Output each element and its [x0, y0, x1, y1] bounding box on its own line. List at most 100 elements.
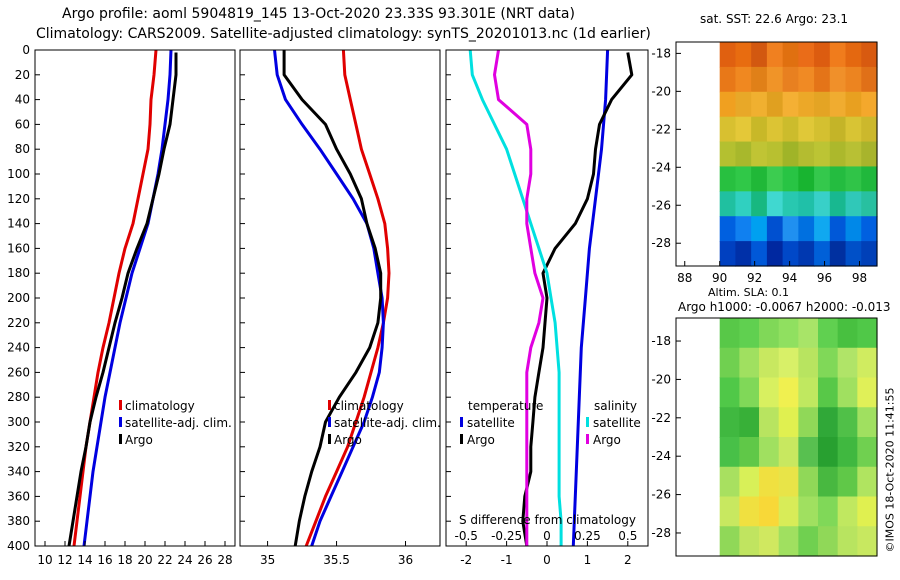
salinity-difference-ticks: -0.5 -0.25 0 0.25 0.5: [446, 49, 637, 547]
lon-tick-label: 94: [782, 271, 797, 285]
x-tick-label: 36: [398, 553, 413, 567]
series-line-satellite-adj-clim: [82, 49, 173, 547]
sst-map-panel: 88 90 92 94 96 98 -18 -20 -22 -24 -26 -28: [651, 41, 878, 285]
heatmap-cell: [845, 91, 862, 118]
heatmap-cell: [857, 318, 878, 349]
heatmap-cell: [857, 407, 878, 438]
salinity-diff-tick-label: 0.25: [574, 529, 601, 543]
heatmap-cell: [814, 141, 831, 168]
heatmap-cell: [861, 66, 878, 93]
heatmap-cell: [759, 318, 780, 349]
lat-tick-label: -18: [651, 46, 671, 60]
heatmap-cell: [818, 407, 839, 438]
lon-tick-label: 92: [747, 271, 762, 285]
heatmap-cell: [782, 241, 799, 267]
heatmap-cell: [778, 407, 799, 438]
temperature-legend: climatology satellite-adj. clim. Argo: [119, 399, 232, 447]
lat-tick-label: -28: [651, 236, 671, 250]
lat-tick-label: -22: [651, 411, 671, 425]
heatmap-cell: [829, 42, 847, 68]
heatmap-cell: [759, 437, 780, 468]
legend-title-temperature: temperature: [468, 399, 543, 413]
heatmap-cell: [837, 496, 858, 527]
x-tick-label: 10: [37, 553, 52, 567]
heatmap-cell: [719, 116, 737, 143]
heatmap-cell: [735, 241, 752, 267]
heatmap-cell: [814, 166, 831, 192]
heatmap-cell: [837, 407, 858, 438]
lat-tick-label: -18: [651, 334, 671, 348]
heatmap-cell: [861, 42, 878, 68]
heatmap-cell: [782, 141, 799, 168]
legend-label-argo: Argo: [125, 433, 153, 447]
heatmap-cell: [782, 166, 799, 192]
heatmap-cell: [798, 437, 819, 468]
salinity-legend: climatology satellite-adj. clim. Argo: [328, 399, 441, 447]
heatmap-cell: [857, 466, 878, 498]
sst-map-title: sat. SST: 22.6 Argo: 23.1: [700, 12, 849, 26]
heatmap-cell: [739, 407, 760, 438]
heatmap-cell: [735, 141, 752, 168]
x-tick-label: 28: [217, 553, 232, 567]
x-tick-label: -2: [460, 553, 472, 567]
heatmap-cell: [778, 377, 799, 408]
depth-tick-label: 200: [7, 291, 30, 305]
legend-swatch-sal-argo: [586, 434, 589, 444]
heatmap-cell: [829, 191, 847, 217]
depth-tick-label: 160: [7, 241, 30, 255]
heatmap-cell: [735, 191, 752, 217]
heatmap-cell: [857, 437, 878, 468]
heatmap-cell: [719, 377, 740, 408]
depth-tick-label: 120: [7, 192, 30, 206]
lat-tick-label: -20: [651, 84, 671, 98]
heatmap-cell: [759, 347, 780, 379]
heatmap-cell: [778, 496, 799, 527]
heatmap-cell: [766, 91, 784, 118]
heatmap-cell: [719, 91, 737, 118]
title-line-1: Argo profile: aoml 5904819_145 13-Oct-20…: [62, 6, 575, 22]
sst-map-frame: [675, 41, 878, 267]
depth-tick-label: 220: [7, 316, 30, 330]
temperature-panel: 10 12 14 16 18 20 22 24 26 28 0 20 40 60 80 100 120 140 1…: [7, 43, 236, 567]
heatmap-cell: [837, 377, 858, 408]
heatmap-cell: [798, 141, 815, 168]
x-tick-label: 20: [137, 553, 152, 567]
heatmap-cell: [739, 377, 760, 408]
difference-panel: -2 -1 0 1 2 -0.5 -0.25 0 0.25 0.5 S difference f…: [445, 49, 649, 567]
heatmap-cell: [759, 377, 780, 408]
legend-swatch-satellite-adj: [328, 417, 331, 427]
legend-label-temp-satellite: satellite: [467, 416, 515, 430]
heatmap-cell: [751, 42, 768, 68]
heatmap-cell: [719, 407, 740, 438]
heatmap-cell: [719, 42, 737, 68]
heatmap-cell: [845, 42, 862, 68]
heatmap-cell: [719, 496, 740, 527]
series-line-salinity-argo: [493, 49, 545, 546]
heatmap-cell: [798, 377, 819, 408]
heatmap-cell: [861, 191, 878, 217]
lon-tick-label: 90: [712, 271, 727, 285]
heatmap-cell: [782, 91, 799, 118]
x-tick-label: -1: [501, 553, 513, 567]
heatmap-cell: [798, 526, 819, 557]
depth-tick-label: 280: [7, 390, 30, 404]
x-tick-label: 14: [77, 553, 92, 567]
heatmap-cell: [719, 216, 737, 242]
heatmap-cell: [845, 141, 862, 168]
heatmap-cell: [829, 116, 847, 143]
heatmap-cell: [845, 116, 862, 143]
heatmap-cell: [829, 166, 847, 192]
heatmap-cell: [857, 526, 878, 557]
depth-tick-label: 300: [7, 415, 30, 429]
legend-swatch-sal-satellite: [586, 417, 589, 427]
sla-title-line-2: Argo h1000: -0.0067 h2000: -0.013: [678, 300, 891, 314]
heatmap-cell: [837, 347, 858, 379]
heatmap-cell: [861, 166, 878, 192]
heatmap-cell: [735, 42, 752, 68]
heatmap-cell: [719, 241, 737, 267]
sst-lat-ticks: -18 -20 -22 -24 -26 -28: [651, 46, 681, 250]
temperature-x-ticks: 10 12 14 16 18 20 22 24 26 28: [37, 541, 233, 567]
x-tick-label: 12: [57, 553, 72, 567]
depth-tick-label: 140: [7, 217, 30, 231]
heatmap-cell: [739, 466, 760, 498]
